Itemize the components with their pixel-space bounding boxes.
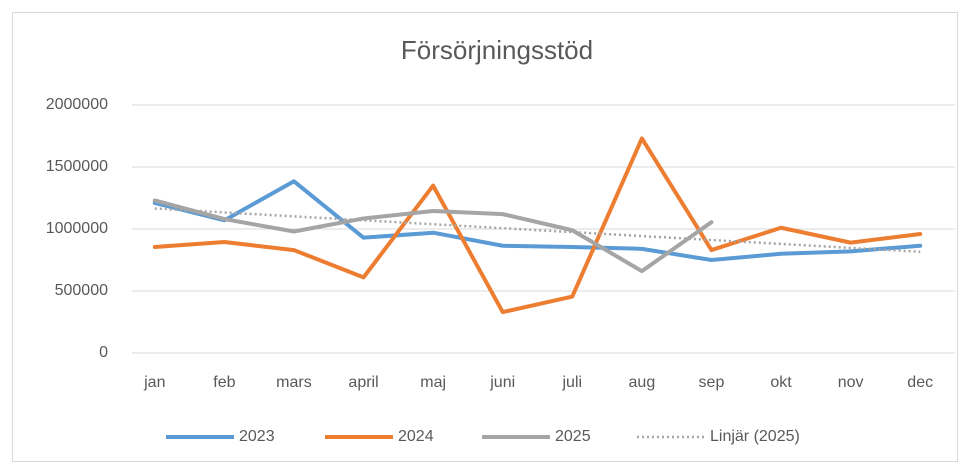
legend-label: 2025 [555, 428, 591, 445]
x-tick-label: aug [629, 374, 656, 391]
chart-border [12, 12, 958, 462]
y-tick-label: 2000000 [46, 96, 108, 113]
y-tick-label: 500000 [55, 282, 108, 299]
y-tick-label: 1000000 [46, 220, 108, 237]
x-tick-label: okt [770, 374, 792, 391]
x-tick-label: sep [699, 374, 725, 391]
x-tick-label: jan [143, 374, 165, 391]
x-tick-label: april [348, 374, 378, 391]
series-line [152, 136, 923, 315]
x-tick-label: dec [907, 374, 933, 391]
series-line [152, 179, 923, 262]
chart-title: Försörjningsstöd [401, 35, 593, 65]
legend-label: 2024 [398, 428, 434, 445]
x-tick-label: mars [276, 374, 312, 391]
x-tick-label: nov [838, 374, 864, 391]
legend-label: 2023 [239, 428, 275, 445]
x-tick-label: juli [562, 374, 583, 391]
x-tick-label: feb [213, 374, 235, 391]
y-tick-label: 0 [99, 344, 108, 361]
series-line [152, 198, 714, 274]
y-tick-label: 1500000 [46, 158, 108, 175]
legend-label: Linjär (2025) [710, 428, 800, 445]
x-tick-label: maj [420, 374, 446, 391]
x-tick-label: juni [489, 374, 515, 391]
